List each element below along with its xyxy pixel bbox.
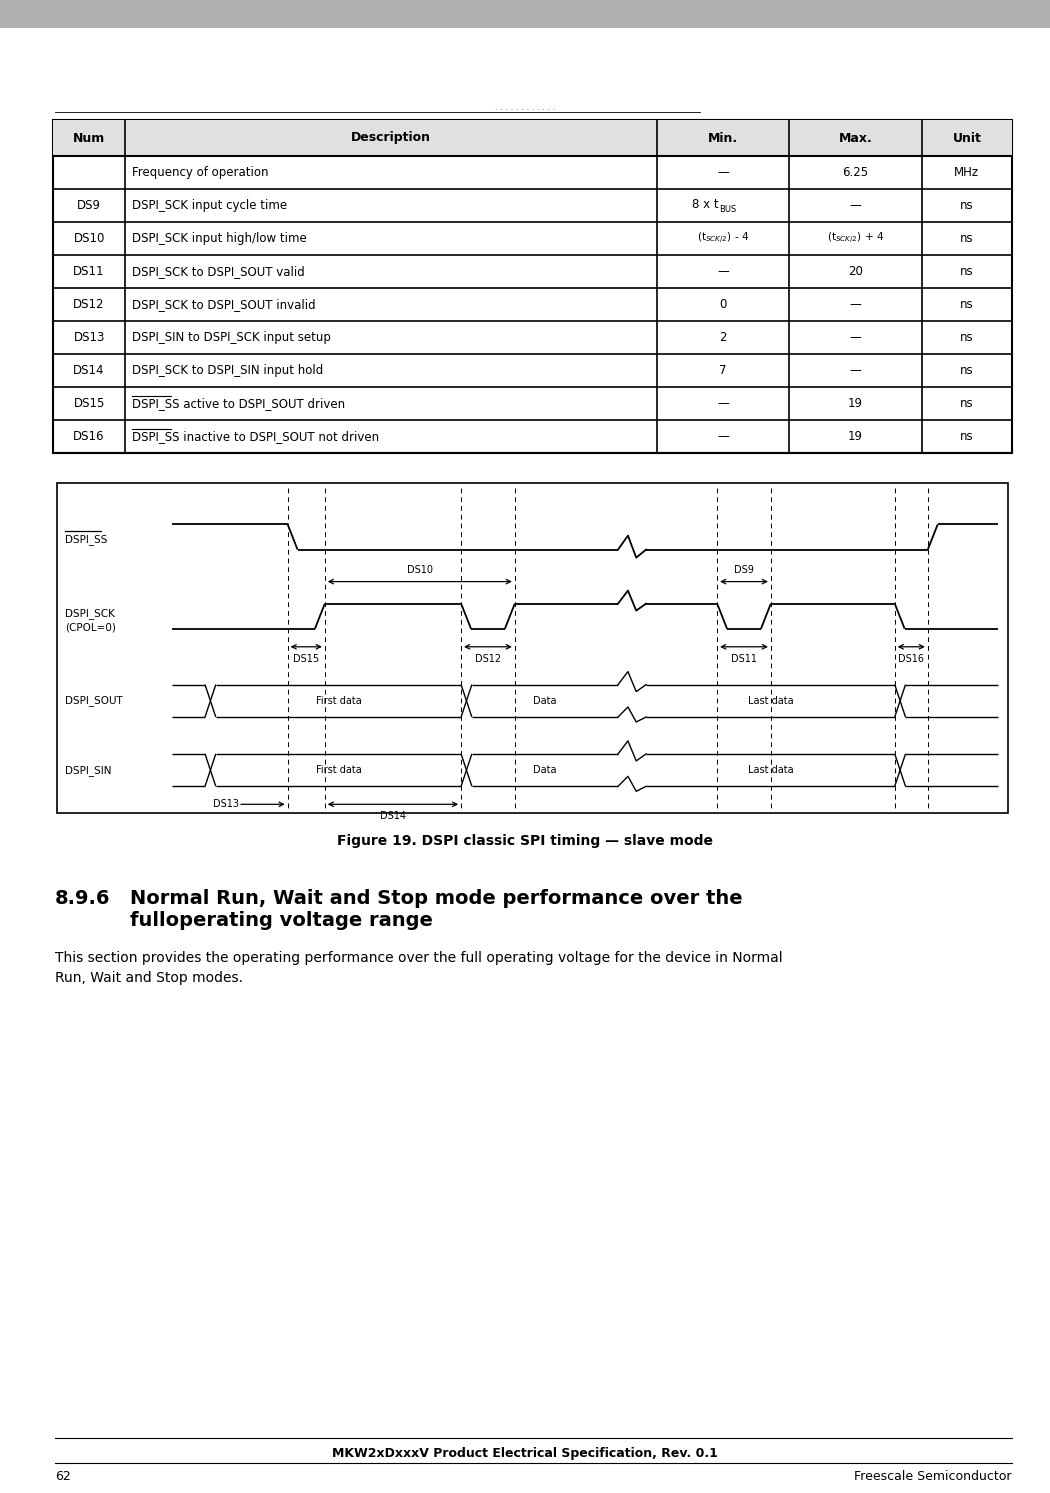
Text: DSPI_SCK to DSPI_SOUT valid: DSPI_SCK to DSPI_SOUT valid	[132, 264, 304, 278]
Text: DS12: DS12	[74, 299, 105, 311]
Text: Data: Data	[533, 696, 556, 706]
Text: ns: ns	[960, 231, 973, 245]
Text: DSPI_SCK: DSPI_SCK	[65, 608, 114, 620]
Text: Unit: Unit	[952, 131, 982, 145]
Text: 6.25: 6.25	[842, 166, 868, 179]
Text: 8 x t: 8 x t	[692, 199, 719, 211]
Text: 7: 7	[719, 364, 727, 378]
Text: —: —	[849, 364, 861, 378]
Text: DS15: DS15	[74, 397, 105, 411]
Text: DSPI_SCK to DSPI_SOUT invalid: DSPI_SCK to DSPI_SOUT invalid	[132, 299, 316, 311]
Text: ns: ns	[960, 364, 973, 378]
Text: Last data: Last data	[748, 696, 793, 706]
Text: DS10: DS10	[406, 564, 433, 575]
Text: —: —	[717, 430, 729, 443]
Text: Max.: Max.	[839, 131, 873, 145]
Text: First data: First data	[316, 696, 361, 706]
Text: DS13: DS13	[213, 799, 238, 809]
Text: 19: 19	[848, 397, 863, 411]
Text: 62: 62	[55, 1471, 70, 1484]
Text: DSPI_SIN to DSPI_SCK input setup: DSPI_SIN to DSPI_SCK input setup	[132, 331, 331, 343]
Text: BUS: BUS	[719, 205, 736, 213]
Text: Normal Run, Wait and Stop mode performance over the: Normal Run, Wait and Stop mode performan…	[130, 888, 742, 908]
Text: DS9: DS9	[77, 199, 101, 212]
Text: fulloperating voltage range: fulloperating voltage range	[130, 911, 433, 930]
Text: DSPI_SCK input high/low time: DSPI_SCK input high/low time	[132, 231, 307, 245]
Text: ns: ns	[960, 331, 973, 343]
Text: ns: ns	[960, 199, 973, 212]
Text: Data: Data	[533, 764, 556, 775]
Text: DSPI_SS inactive to DSPI_SOUT not driven: DSPI_SS inactive to DSPI_SOUT not driven	[132, 430, 379, 443]
Text: —: —	[717, 397, 729, 411]
Text: DSPI_SS: DSPI_SS	[65, 534, 107, 545]
Text: DSPI_SOUT: DSPI_SOUT	[65, 696, 123, 706]
Text: Description: Description	[351, 131, 432, 145]
Text: —: —	[849, 299, 861, 311]
Text: 2: 2	[719, 331, 727, 343]
Text: DS14: DS14	[74, 364, 105, 378]
Text: DSPI_SCK to DSPI_SIN input hold: DSPI_SCK to DSPI_SIN input hold	[132, 364, 323, 378]
Text: 8.9.6: 8.9.6	[55, 888, 110, 908]
Bar	[0, 0, 1050, 28]
Text: DS10: DS10	[74, 231, 105, 245]
Text: Frequency of operation: Frequency of operation	[132, 166, 269, 179]
Text: DSPI_SS active to DSPI_SOUT driven: DSPI_SS active to DSPI_SOUT driven	[132, 397, 345, 411]
Text: DS15: DS15	[293, 654, 319, 664]
Text: 20: 20	[848, 264, 863, 278]
Text: Figure 19. DSPI classic SPI timing — slave mode: Figure 19. DSPI classic SPI timing — sla…	[337, 835, 713, 848]
Text: First data: First data	[316, 764, 361, 775]
Text: DS14: DS14	[380, 811, 406, 821]
Text: 19: 19	[848, 430, 863, 443]
Text: . . . . . . . . . . . .: . . . . . . . . . . . .	[495, 103, 555, 112]
Text: This section provides the operating performance over the full operating voltage : This section provides the operating perf…	[55, 951, 782, 964]
Text: Freescale Semiconductor: Freescale Semiconductor	[855, 1471, 1012, 1484]
Text: ns: ns	[960, 430, 973, 443]
Text: ns: ns	[960, 264, 973, 278]
Text: DS11: DS11	[731, 654, 757, 664]
Text: —: —	[717, 166, 729, 179]
Text: Last data: Last data	[748, 764, 793, 775]
Text: MHz: MHz	[954, 166, 980, 179]
Text: DSPI_SIN: DSPI_SIN	[65, 764, 111, 775]
Text: DS16: DS16	[898, 654, 924, 664]
Text: DSPI_SCK input cycle time: DSPI_SCK input cycle time	[132, 199, 288, 212]
Text: DS11: DS11	[74, 264, 105, 278]
Text: (CPOL=0): (CPOL=0)	[65, 623, 116, 633]
Text: (t$_{SCK/2}$) - 4: (t$_{SCK/2}$) - 4	[697, 231, 750, 246]
Text: Num: Num	[74, 131, 105, 145]
Text: Run, Wait and Stop modes.: Run, Wait and Stop modes.	[55, 970, 243, 985]
Text: —: —	[849, 331, 861, 343]
Text: 0: 0	[719, 299, 727, 311]
Text: MKW2xDxxxV Product Electrical Specification, Rev. 0.1: MKW2xDxxxV Product Electrical Specificat…	[332, 1448, 718, 1460]
Text: DS9: DS9	[734, 564, 754, 575]
Text: Min.: Min.	[708, 131, 738, 145]
Text: —: —	[717, 264, 729, 278]
Text: DS13: DS13	[74, 331, 105, 343]
Bar	[52, 119, 1012, 155]
Bar	[57, 484, 1008, 814]
Text: DS12: DS12	[475, 654, 501, 664]
Text: DS16: DS16	[74, 430, 105, 443]
Bar	[52, 119, 1012, 452]
Text: (t$_{SCK/2}$) + 4: (t$_{SCK/2}$) + 4	[827, 231, 884, 246]
Text: —: —	[849, 199, 861, 212]
Text: ns: ns	[960, 397, 973, 411]
Text: ns: ns	[960, 299, 973, 311]
